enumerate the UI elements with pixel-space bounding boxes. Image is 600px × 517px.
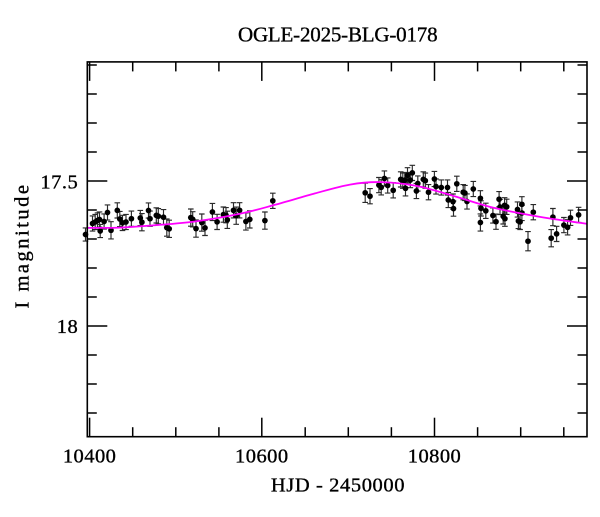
svg-text:I magnitude: I magnitude <box>12 183 34 309</box>
svg-text:OGLE-2025-BLG-0178: OGLE-2025-BLG-0178 <box>238 23 437 47</box>
svg-text:17.5: 17.5 <box>40 172 78 194</box>
svg-text:10600: 10600 <box>235 446 289 468</box>
svg-text:10800: 10800 <box>408 446 462 468</box>
svg-text:HJD - 2450000: HJD - 2450000 <box>271 475 405 497</box>
svg-text:10400: 10400 <box>63 446 117 468</box>
svg-text:18: 18 <box>57 316 79 338</box>
